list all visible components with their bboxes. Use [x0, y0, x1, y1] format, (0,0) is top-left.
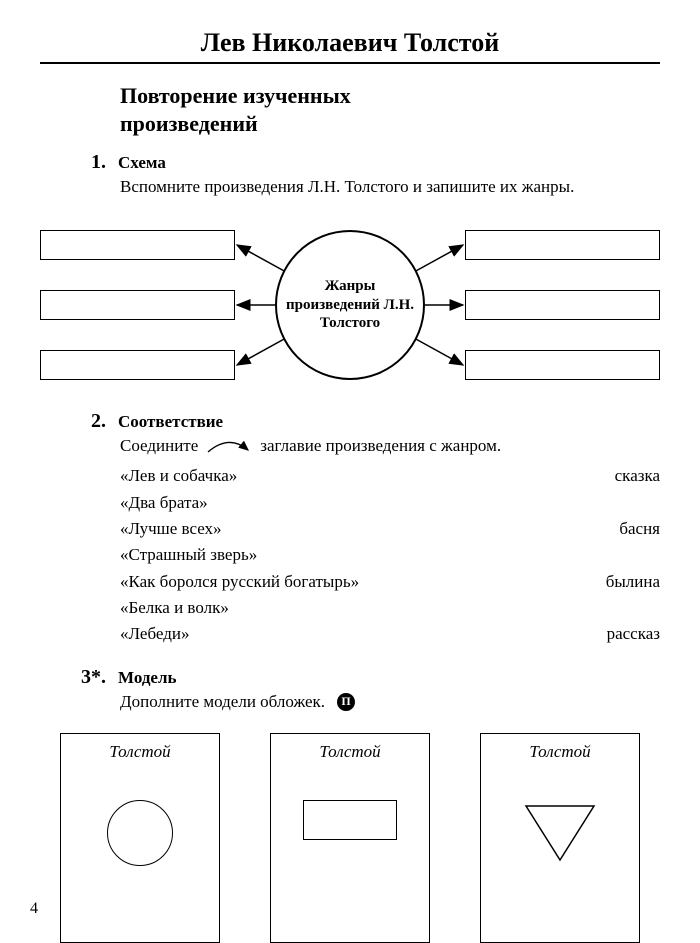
cover-3-shape — [520, 800, 600, 866]
curved-arrow-icon — [204, 436, 254, 456]
match-right-3: басня — [619, 516, 660, 542]
task-1-head: 1. Схема — [70, 151, 660, 174]
section-heading-line1: Повторение изученных — [120, 83, 351, 108]
section-heading: Повторение изученных произведений — [120, 82, 660, 137]
task-3-title: Модель — [118, 668, 177, 688]
task-2-title: Соответствие — [118, 412, 223, 432]
match-left-4: «Страшный зверь» — [120, 542, 257, 568]
task-3-number: 3*. — [70, 666, 106, 689]
cover-1-label: Толстой — [109, 742, 170, 762]
circle-icon — [107, 800, 173, 866]
task-2-instruction: Соедините заглавие произведения с жанром… — [120, 435, 660, 457]
task-3-instruction: Дополните модели обложек. П — [120, 691, 660, 713]
diagram-box-right-3[interactable] — [465, 350, 660, 380]
match-right-7: рассказ — [607, 621, 660, 647]
match-right-1: сказка — [615, 463, 660, 489]
match-left-5: «Как боролся русский богатырь» — [120, 569, 359, 595]
task-3-covers: Толстой Толстой Толстой — [60, 733, 640, 943]
task-1-title: Схема — [118, 153, 166, 173]
match-row: «Лев и собачка» сказка — [120, 463, 660, 489]
diagram-box-right-2[interactable] — [465, 290, 660, 320]
cover-3-label: Толстой — [529, 742, 590, 762]
task-2-head: 2. Соответствие — [70, 410, 660, 433]
badge-p-icon: П — [337, 693, 355, 711]
task-1-number: 1. — [70, 151, 106, 174]
task-3: 3*. Модель Дополните модели обложек. П Т… — [40, 666, 660, 943]
match-row: «Лучше всех» басня — [120, 516, 660, 542]
diagram-center-circle: Жанры произведений Л.Н. Толстого — [275, 230, 425, 380]
task-2-number: 2. — [70, 410, 106, 433]
diagram-box-left-3[interactable] — [40, 350, 235, 380]
task-2: 2. Соответствие Соедините заглавие произ… — [40, 410, 660, 648]
match-row: «Страшный зверь» — [120, 542, 660, 568]
match-left-3: «Лучше всех» — [120, 516, 222, 542]
cover-2[interactable]: Толстой — [270, 733, 430, 943]
section-heading-line2: произведений — [120, 111, 258, 136]
match-left-1: «Лев и собачка» — [120, 463, 237, 489]
match-row: «Лебеди» рассказ — [120, 621, 660, 647]
task-2-instruction-before: Соедините — [120, 435, 198, 457]
match-right-5: былина — [606, 569, 660, 595]
task-1: 1. Схема Вспомните произведения Л.Н. Тол… — [40, 151, 660, 392]
match-left-2: «Два брата» — [120, 490, 208, 516]
task-1-instruction: Вспомните произведения Л.Н. Толстого и з… — [120, 176, 660, 198]
title-rule — [40, 62, 660, 64]
triangle-icon — [520, 800, 600, 866]
match-row: «Белка и волк» — [120, 595, 660, 621]
cover-2-label: Толстой — [319, 742, 380, 762]
cover-3[interactable]: Толстой — [480, 733, 640, 943]
diagram-box-left-1[interactable] — [40, 230, 235, 260]
task-1-diagram: Жанры произведений Л.Н. Толстого — [40, 212, 660, 392]
match-row: «Как боролся русский богатырь» былина — [120, 569, 660, 595]
cover-1[interactable]: Толстой — [60, 733, 220, 943]
task-2-instruction-after: заглавие произведения с жанром. — [260, 435, 501, 457]
match-left-6: «Белка и волк» — [120, 595, 229, 621]
task-3-head: 3*. Модель — [70, 666, 660, 689]
match-row: «Два брата» — [120, 490, 660, 516]
task-3-instruction-text: Дополните модели обложек. — [120, 691, 325, 713]
diagram-box-left-2[interactable] — [40, 290, 235, 320]
diagram-box-right-1[interactable] — [465, 230, 660, 260]
rectangle-icon — [303, 800, 397, 840]
match-left-7: «Лебеди» — [120, 621, 189, 647]
page-title: Лев Николаевич Толстой — [40, 28, 660, 58]
cover-1-shape — [107, 800, 173, 866]
task-2-matching: «Лев и собачка» сказка «Два брата» «Лучше… — [120, 463, 660, 647]
cover-2-shape — [303, 800, 397, 840]
page-number: 4 — [30, 900, 38, 918]
